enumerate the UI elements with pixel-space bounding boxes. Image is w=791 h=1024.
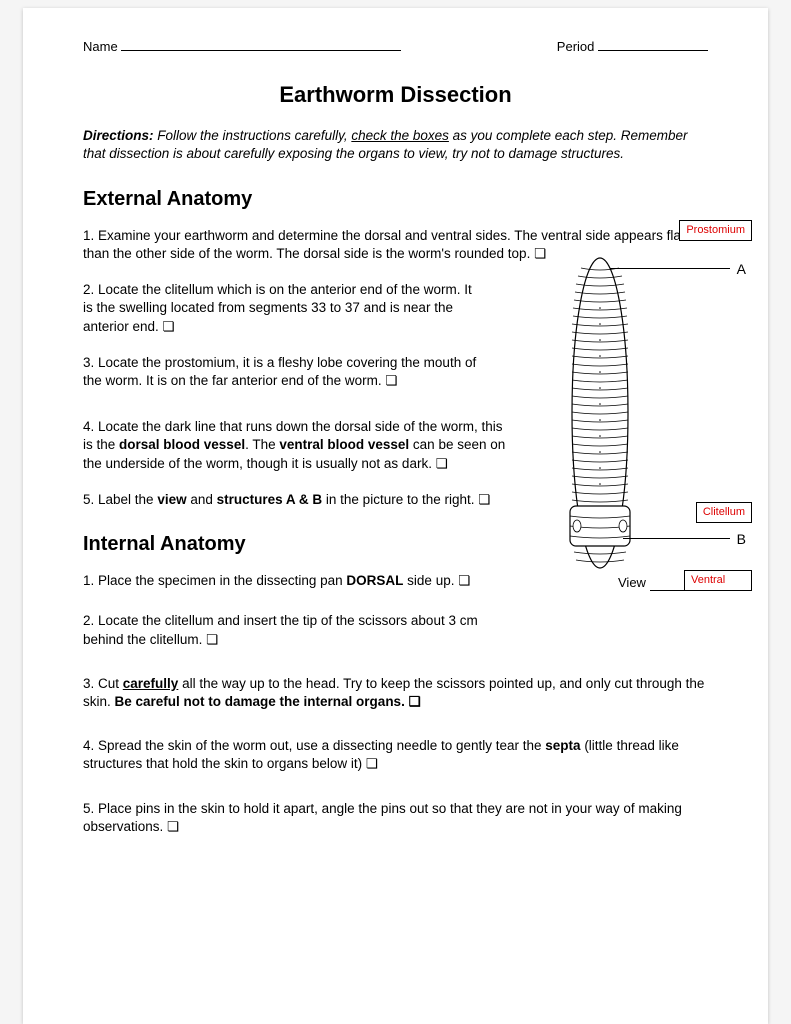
directions-text-1: Follow the instructions carefully, [154,128,352,143]
internal-step-2: 2. Locate the clitellum and insert the t… [83,612,513,648]
internal-step-1: 1. Place the specimen in the dissecting … [83,572,513,590]
view-row: View [618,574,730,592]
label-prostomium: Prostomium [679,220,752,241]
letter-a: A [737,260,746,279]
page-title: Earthworm Dissection [83,80,708,110]
external-heading: External Anatomy [83,186,708,213]
external-step-4: 4. Locate the dark line that runs down t… [83,418,513,473]
view-blank[interactable] [650,580,730,591]
internal-step-4: 4. Spread the skin of the worm out, use … [83,737,708,773]
external-step-3: 3. Locate the prostomium, it is a fleshy… [83,354,483,390]
pointer-line-a [610,268,730,269]
directions-paragraph: Directions: Follow the instructions care… [83,127,708,163]
pointer-line-b [623,538,730,539]
internal-step-5: 5. Place pins in the skin to hold it apa… [83,800,708,836]
view-label: View [618,575,646,590]
letter-b: B [737,530,746,549]
name-label: Name [83,39,118,54]
name-blank[interactable] [121,39,401,51]
worm-diagram: Prostomium A Clitellum B Ventral View [538,216,738,616]
external-step-2: 2. Locate the clitellum which is on the … [83,281,483,336]
period-label: Period [557,39,595,54]
header-row: Name Period [83,38,708,56]
directions-underline: check the boxes [351,128,449,143]
worksheet-page: Name Period Earthworm Dissection Directi… [23,8,768,1024]
period-field[interactable]: Period [557,38,708,56]
external-step-5: 5. Label the view and structures A & B i… [83,491,513,509]
worm-illustration-svg [553,248,648,578]
period-blank[interactable] [598,39,708,51]
internal-step-3: 3. Cut carefully all the way up to the h… [83,675,708,711]
content-wrap: External Anatomy 1. Examine your earthwo… [83,186,708,836]
label-clitellum: Clitellum [696,502,752,523]
name-field[interactable]: Name [83,38,401,56]
directions-label: Directions: [83,128,154,143]
